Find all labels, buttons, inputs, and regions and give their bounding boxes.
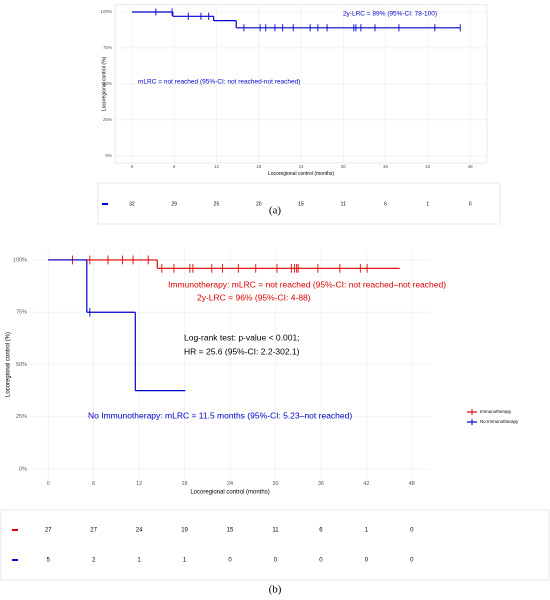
risk-count: 0 xyxy=(410,528,414,534)
risk-count: 1 xyxy=(426,201,429,207)
risk-count: 11 xyxy=(341,201,346,207)
risk-table-box xyxy=(0,509,550,581)
x-tick-label: 36 xyxy=(318,481,324,487)
y-tick-label: 25% xyxy=(16,414,27,420)
risk-count: 0 xyxy=(365,558,369,564)
x-tick-label: 0 xyxy=(131,164,134,169)
risk-count: 0 xyxy=(228,558,232,564)
risk-count: 20 xyxy=(256,201,262,207)
panel-label: (a) xyxy=(269,205,282,217)
annotation: 2y-LRC = 96% (95%-CI: 4-88) xyxy=(197,292,311,302)
y-tick-label: 25% xyxy=(103,117,112,122)
y-tick-label: 50% xyxy=(16,362,27,368)
risk-table-box xyxy=(97,182,501,225)
legend-label: Immunotherapy xyxy=(480,409,512,414)
y-tick-label: 100% xyxy=(13,257,27,263)
x-axis-title: Locoregional control (months) xyxy=(268,171,334,177)
risk-count: 15 xyxy=(227,528,234,534)
risk-count: 0 xyxy=(469,201,472,207)
risk-count: 6 xyxy=(384,201,387,207)
legend-label: No Immunotherapy xyxy=(480,419,519,424)
risk-count: 0 xyxy=(274,558,278,564)
risk-count: 6 xyxy=(319,528,323,534)
x-tick-label: 42 xyxy=(363,481,369,487)
risk-count: 1 xyxy=(365,528,369,534)
x-tick-label: 6 xyxy=(92,481,95,487)
annotation: HR = 25.6 (95%-CI: 2.2-302.1) xyxy=(184,346,300,356)
risk-count: 25 xyxy=(214,201,220,207)
x-tick-label: 30 xyxy=(341,164,347,169)
annotation: mLRC = not reached (95%-CI: not reached-… xyxy=(138,79,300,86)
x-tick-label: 18 xyxy=(181,481,187,487)
x-tick-label: 36 xyxy=(383,164,389,169)
y-tick-label: 75% xyxy=(16,310,27,316)
annotation: 2y-LRC = 89% (95%-CI: 78-100) xyxy=(343,11,437,18)
risk-count: 1 xyxy=(137,558,141,564)
x-tick-label: 42 xyxy=(425,164,431,169)
y-tick-label: 100% xyxy=(100,9,112,14)
x-tick-label: 12 xyxy=(214,164,220,169)
risk-count: 11 xyxy=(272,528,279,534)
annotation: Log-rank test: p-value < 0.001; xyxy=(184,332,300,342)
x-tick-label: 12 xyxy=(136,481,142,487)
x-tick-label: 48 xyxy=(468,164,474,169)
risk-count: 24 xyxy=(136,528,143,534)
x-tick-label: 6 xyxy=(173,164,176,169)
x-tick-label: 30 xyxy=(272,481,278,487)
y-tick-label: 0% xyxy=(19,466,27,472)
x-tick-label: 24 xyxy=(298,164,304,169)
risk-count: 15 xyxy=(298,201,304,207)
x-tick-label: 0 xyxy=(47,481,50,487)
y-axis-title: Locoregional control (%) xyxy=(101,56,107,111)
annotation: No Immunotherapy: mLRC = 11.5 months (95… xyxy=(88,410,352,420)
risk-count: 0 xyxy=(319,558,323,564)
panel-label: (b) xyxy=(269,584,282,596)
risk-count: 27 xyxy=(90,528,97,534)
risk-count: 19 xyxy=(181,528,188,534)
risk-count: 5 xyxy=(47,558,51,564)
risk-count: 0 xyxy=(410,558,414,564)
x-tick-label: 48 xyxy=(409,481,415,487)
y-tick-label: 50% xyxy=(103,81,112,86)
x-tick-label: 18 xyxy=(256,164,262,169)
x-tick-label: 24 xyxy=(227,481,233,487)
x-axis-title: Locoregional control (months) xyxy=(190,489,269,495)
annotation: Immunotherapy: mLRC = not reached (95%-C… xyxy=(168,279,446,289)
risk-count: 29 xyxy=(171,201,177,207)
risk-count: 1 xyxy=(183,558,187,564)
risk-count: 2 xyxy=(92,558,96,564)
risk-count: 27 xyxy=(45,528,52,534)
y-tick-label: 0% xyxy=(105,153,112,158)
risk-count: 32 xyxy=(129,201,135,207)
y-tick-label: 75% xyxy=(103,45,112,50)
y-axis-title: Locoregional control (%) xyxy=(6,332,12,397)
